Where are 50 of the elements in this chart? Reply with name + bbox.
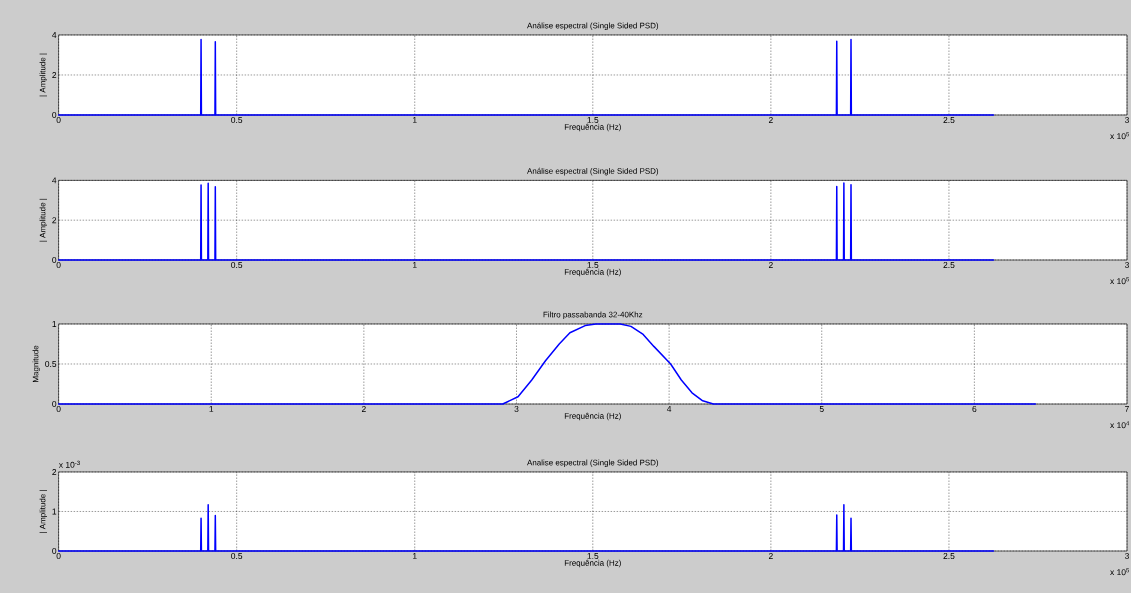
x-tick-label: 1.5 [587,117,599,123]
text: x 10$^{5}$ [1110,568,1130,576]
y-tick-label: 0 [52,547,57,554]
y-tick-label: 4 [52,177,57,184]
x-tick-label: 2.5 [943,553,955,559]
line-series [57,38,995,116]
x-tick-label: 1 [413,262,417,268]
x-tick-label: 0.5 [231,553,243,559]
x-tick-label: 3 [514,406,519,412]
x-tick-label: 5 [819,406,824,412]
line-series [57,504,995,552]
text: x 10$^{5}$ [1110,277,1130,285]
x-tick-label: 3 [1124,117,1129,123]
x-tick-label: 1 [413,117,417,123]
x-tick-label: 1 [413,553,417,559]
y-tick-label: 2 [52,469,57,475]
y-tick-label: 2 [52,217,57,224]
x-tick-label: 2 [768,262,773,268]
x-tick-label: 6 [972,406,977,412]
x-tick-label: 0 [56,553,61,559]
x-tick-label: 3 [1124,553,1129,559]
x-tick-label: 2 [768,117,773,123]
x-tick-label: 0 [56,117,61,123]
x-tick-label: 1.5 [587,262,599,268]
x-tick-label: 7 [1125,406,1129,412]
x-tick-label: 0 [56,262,61,268]
x-tick-label: 1.5 [587,553,599,559]
x-tick-label: 2 [768,553,773,559]
y-tick-label: 1 [52,321,57,327]
text: x 10$^{5}$ [1110,132,1130,140]
x-tick-label: 2.5 [943,262,955,268]
line-series [57,182,995,261]
y-tick-label: 4 [52,32,57,38]
y-tick-label: 0 [52,111,57,118]
text: x 10$^{-3}$ [58,460,80,468]
x-tick-label: 4 [666,406,672,412]
y-tick-label: 0 [52,400,57,407]
text: x 10$^{4}$ [1110,421,1130,429]
x-tick-label: 2 [361,406,366,412]
x-tick-label: 1 [209,406,214,412]
x-tick-label: 0.5 [231,117,243,123]
x-tick-label: 0.5 [231,262,243,268]
x-tick-label: 2.5 [943,117,955,123]
y-tick-label: 1 [52,508,57,515]
y-tick-label: 0.5 [45,360,57,367]
line-series [57,323,1037,405]
x-tick-label: 3 [1124,262,1129,268]
x-tick-label: 0 [56,406,61,412]
y-tick-label: 0 [52,256,57,263]
y-tick-label: 2 [52,72,57,78]
